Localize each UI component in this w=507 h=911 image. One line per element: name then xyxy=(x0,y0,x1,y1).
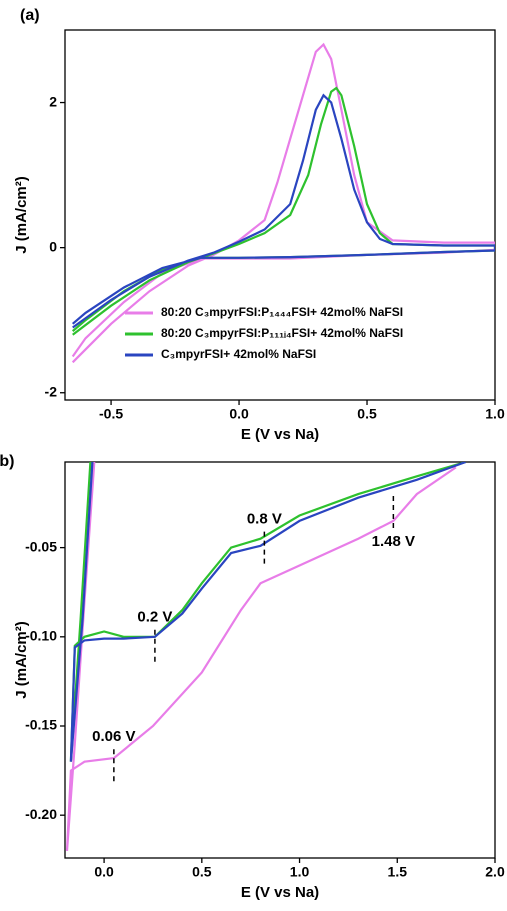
panel-label: (a) xyxy=(20,7,40,24)
y-axis-label: J (mA/cm²) xyxy=(13,621,30,699)
x-tick-label: 0.0 xyxy=(229,406,249,422)
data-line xyxy=(69,462,467,762)
y-tick-label: -0.05 xyxy=(25,538,57,554)
x-tick-label: -0.5 xyxy=(99,406,123,422)
y-axis-label: J (mA/cm²) xyxy=(13,176,30,254)
y-tick-label: -0.20 xyxy=(25,806,57,822)
x-tick-label: 1.5 xyxy=(388,864,408,880)
plot-frame xyxy=(64,461,496,859)
x-axis-label: E (V vs Na) xyxy=(241,884,319,901)
y-tick-label: -0.10 xyxy=(25,628,57,644)
y-tick-label: 2 xyxy=(49,93,57,109)
x-tick-label: 0.0 xyxy=(94,864,114,880)
plot-frame xyxy=(64,29,496,401)
x-tick-label: 1.0 xyxy=(290,864,310,880)
annotation-label: 1.48 V xyxy=(372,533,415,550)
legend-label: 80:20 C₃mpyrFSI:P₁₄₄₄FSI+ 42mol% NaFSI xyxy=(161,305,403,319)
y-tick-label: 0 xyxy=(49,238,57,254)
x-tick-label: 2.0 xyxy=(485,864,505,880)
x-axis-label: E (V vs Na) xyxy=(241,426,319,443)
legend-label: 80:20 C₃mpyrFSI:P₁₁₁ᵢ₄FSI+ 42mol% NaFSI xyxy=(161,326,403,340)
data-line xyxy=(65,462,457,851)
y-tick-label: -0.15 xyxy=(25,717,57,733)
annotation-label: 0.2 V xyxy=(137,609,172,626)
x-tick-label: 1.0 xyxy=(485,406,505,422)
annotation-label: 0.8 V xyxy=(247,511,282,528)
x-tick-label: 0.5 xyxy=(357,406,377,422)
annotation-label: 0.06 V xyxy=(92,728,135,745)
x-tick-label: 0.5 xyxy=(192,864,212,880)
legend-label: C₃mpyrFSI+ 42mol% NaFSI xyxy=(161,347,316,361)
panel-label: (b) xyxy=(0,453,14,470)
y-tick-label: -2 xyxy=(45,383,58,399)
data-line xyxy=(71,93,495,329)
